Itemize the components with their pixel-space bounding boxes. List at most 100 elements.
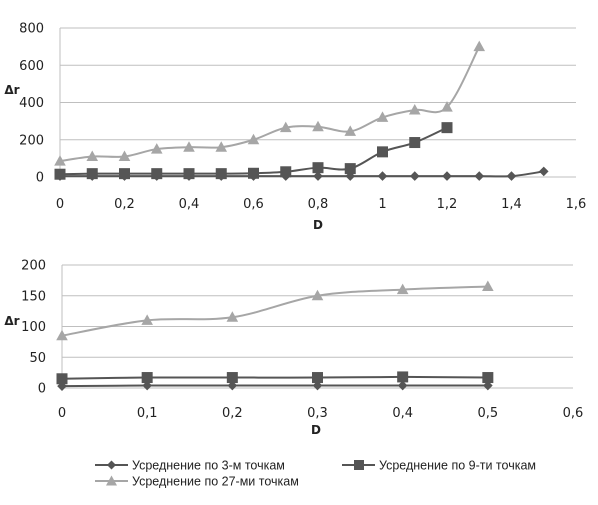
x-tick-label: 0,2: [114, 197, 135, 212]
legend-label: Усреднение по 27-ми точкам: [132, 475, 299, 489]
chart-top: 0 200 400 600 800 0 0,2 0,4 0,6 0,8 1 1,2 1,4 1,6 D Δ…: [4, 22, 586, 233]
data-point: [482, 280, 494, 292]
data-point: [376, 111, 389, 122]
data-point: [141, 314, 153, 325]
data-point: [538, 166, 549, 177]
data-point: [215, 141, 228, 152]
x-tick-label: 1,4: [501, 197, 522, 212]
legend-label: Усреднение по 9-ти точкам: [379, 459, 536, 473]
x-tick-label: 1,6: [566, 197, 587, 212]
x-tick-label: 0: [56, 197, 64, 212]
y-tick-label: 400: [19, 96, 44, 111]
data-point: [151, 168, 163, 180]
y-tick-label: 600: [19, 59, 44, 74]
data-point: [483, 380, 493, 391]
x-tick-label: 0,6: [243, 197, 264, 212]
data-point: [313, 171, 323, 181]
data-point: [118, 150, 131, 162]
data-point: [473, 40, 486, 52]
data-point: [312, 120, 324, 132]
legend-marker-triangle: [106, 475, 117, 486]
legend-marker-diamond: [107, 460, 116, 470]
data-point: [86, 150, 99, 162]
legend: Усреднение по 3-м точкам Усреднение по 9…: [95, 459, 536, 489]
y-tick-label: 200: [21, 259, 46, 274]
data-point: [396, 283, 409, 295]
series-line: [61, 384, 488, 388]
y-tick-label: 100: [21, 320, 46, 335]
legend-label: Усреднение по 3-м точкам: [132, 459, 285, 473]
data-point: [248, 167, 259, 179]
series-diamond: [57, 380, 493, 391]
x-tick-label: 0: [58, 406, 66, 421]
series-line: [61, 375, 488, 380]
y-axis-label: Δr: [4, 83, 19, 97]
x-tick-label: 0,4: [179, 197, 200, 212]
x-tick-label: 0,3: [307, 406, 328, 421]
data-point: [312, 372, 323, 384]
legend-entry: Усреднение по 9-ти точкам: [342, 459, 536, 473]
data-point: [226, 311, 239, 322]
data-point: [312, 162, 324, 174]
x-tick-label: 0,8: [308, 197, 329, 212]
data-point: [312, 380, 323, 391]
data-point: [86, 168, 98, 180]
data-point: [280, 166, 292, 178]
data-point: [141, 372, 153, 384]
data-point: [142, 380, 152, 391]
data-point: [474, 171, 485, 181]
y-tick-label: 150: [21, 289, 46, 304]
data-point: [344, 163, 356, 175]
x-tick-label: 0,6: [563, 406, 584, 421]
y-tick-label: 800: [19, 22, 44, 37]
data-point: [441, 122, 453, 134]
data-point: [54, 155, 66, 166]
series-line: [61, 285, 488, 337]
data-point: [377, 146, 388, 158]
series-square: [54, 122, 453, 180]
x-axis-label: D: [313, 218, 323, 232]
data-point: [441, 101, 453, 112]
data-point: [119, 168, 130, 180]
series-triangle: [54, 40, 486, 166]
data-point: [183, 141, 195, 152]
y-tick-label: 0: [36, 171, 44, 186]
data-point: [279, 121, 292, 133]
data-point: [226, 372, 238, 384]
data-point: [345, 171, 356, 181]
x-tick-label: 1,2: [437, 197, 458, 212]
data-point: [408, 103, 421, 115]
y-tick-label: 200: [19, 133, 44, 148]
y-tick-label: 0: [38, 382, 46, 397]
data-point: [215, 168, 227, 180]
data-point: [247, 133, 260, 145]
data-point: [56, 373, 68, 385]
data-point: [409, 171, 420, 181]
data-point: [150, 143, 163, 154]
data-point: [56, 329, 68, 341]
data-point: [377, 171, 388, 181]
x-tick-label: 0,1: [137, 406, 158, 421]
data-point: [311, 289, 324, 301]
series-square: [56, 371, 494, 385]
data-point: [344, 125, 357, 136]
legend-marker-square: [354, 460, 364, 470]
x-tick-label: 0,5: [477, 406, 498, 421]
data-point: [397, 380, 408, 391]
data-point: [397, 371, 409, 383]
data-point: [442, 171, 452, 181]
series-line: [59, 170, 544, 178]
legend-entry: Усреднение по 27-ми точкам: [95, 475, 299, 489]
x-tick-label: 1: [378, 197, 386, 212]
data-point: [506, 171, 517, 181]
x-tick-label: 0,4: [392, 406, 413, 421]
y-axis-label: Δr: [4, 314, 19, 328]
chart-bottom: 0 50 100 150 200 0 0,1 0,2 0,3 0,4 0,5 0,6 D Δr: [4, 259, 583, 438]
data-point: [482, 372, 494, 384]
data-point: [183, 168, 195, 180]
data-point: [227, 380, 238, 391]
legend-entry: Усреднение по 3-м точкам: [95, 459, 285, 473]
x-tick-label: 0,2: [222, 406, 243, 421]
data-point: [409, 137, 421, 149]
